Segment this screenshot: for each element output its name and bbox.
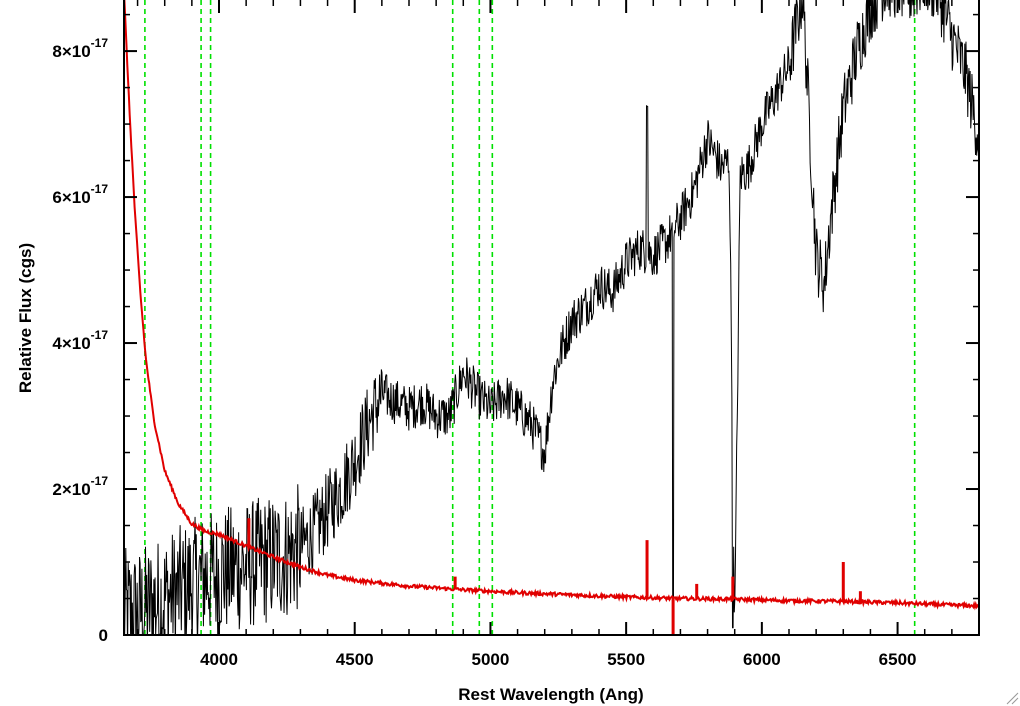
y-tick-label: 6×10-17 xyxy=(52,182,108,207)
y-tick-label: 8×10-17 xyxy=(52,36,108,61)
emission-line-markers xyxy=(144,0,916,635)
y-tick-label: 4×10-17 xyxy=(52,328,108,353)
x-tick-label: 6000 xyxy=(743,650,781,669)
x-tick-label: 5000 xyxy=(472,650,510,669)
y-tick-label: 0 xyxy=(99,626,108,645)
x-tick-label: 4500 xyxy=(336,650,374,669)
plot-frame xyxy=(123,0,980,636)
observed-spectrum xyxy=(124,0,979,635)
tick-labels: 4000 4500 5000 5500 6000 6500 0 2×10-17 4×10-17 6… xyxy=(52,36,916,669)
x-tick-label: 5500 xyxy=(607,650,645,669)
y-axis-title: Relative Flux (cgs) xyxy=(16,243,35,393)
model-spectrum-line xyxy=(124,0,979,611)
x-tick-label: 4000 xyxy=(200,650,238,669)
y-tick-label: 2×10-17 xyxy=(52,474,108,499)
observed-spectrum-line xyxy=(124,0,979,635)
model-spectrum xyxy=(124,0,979,635)
x-axis-title: Rest Wavelength (Ang) xyxy=(458,685,643,704)
x-tick-label: 6500 xyxy=(879,650,917,669)
resize-grip-icon xyxy=(1006,692,1019,705)
